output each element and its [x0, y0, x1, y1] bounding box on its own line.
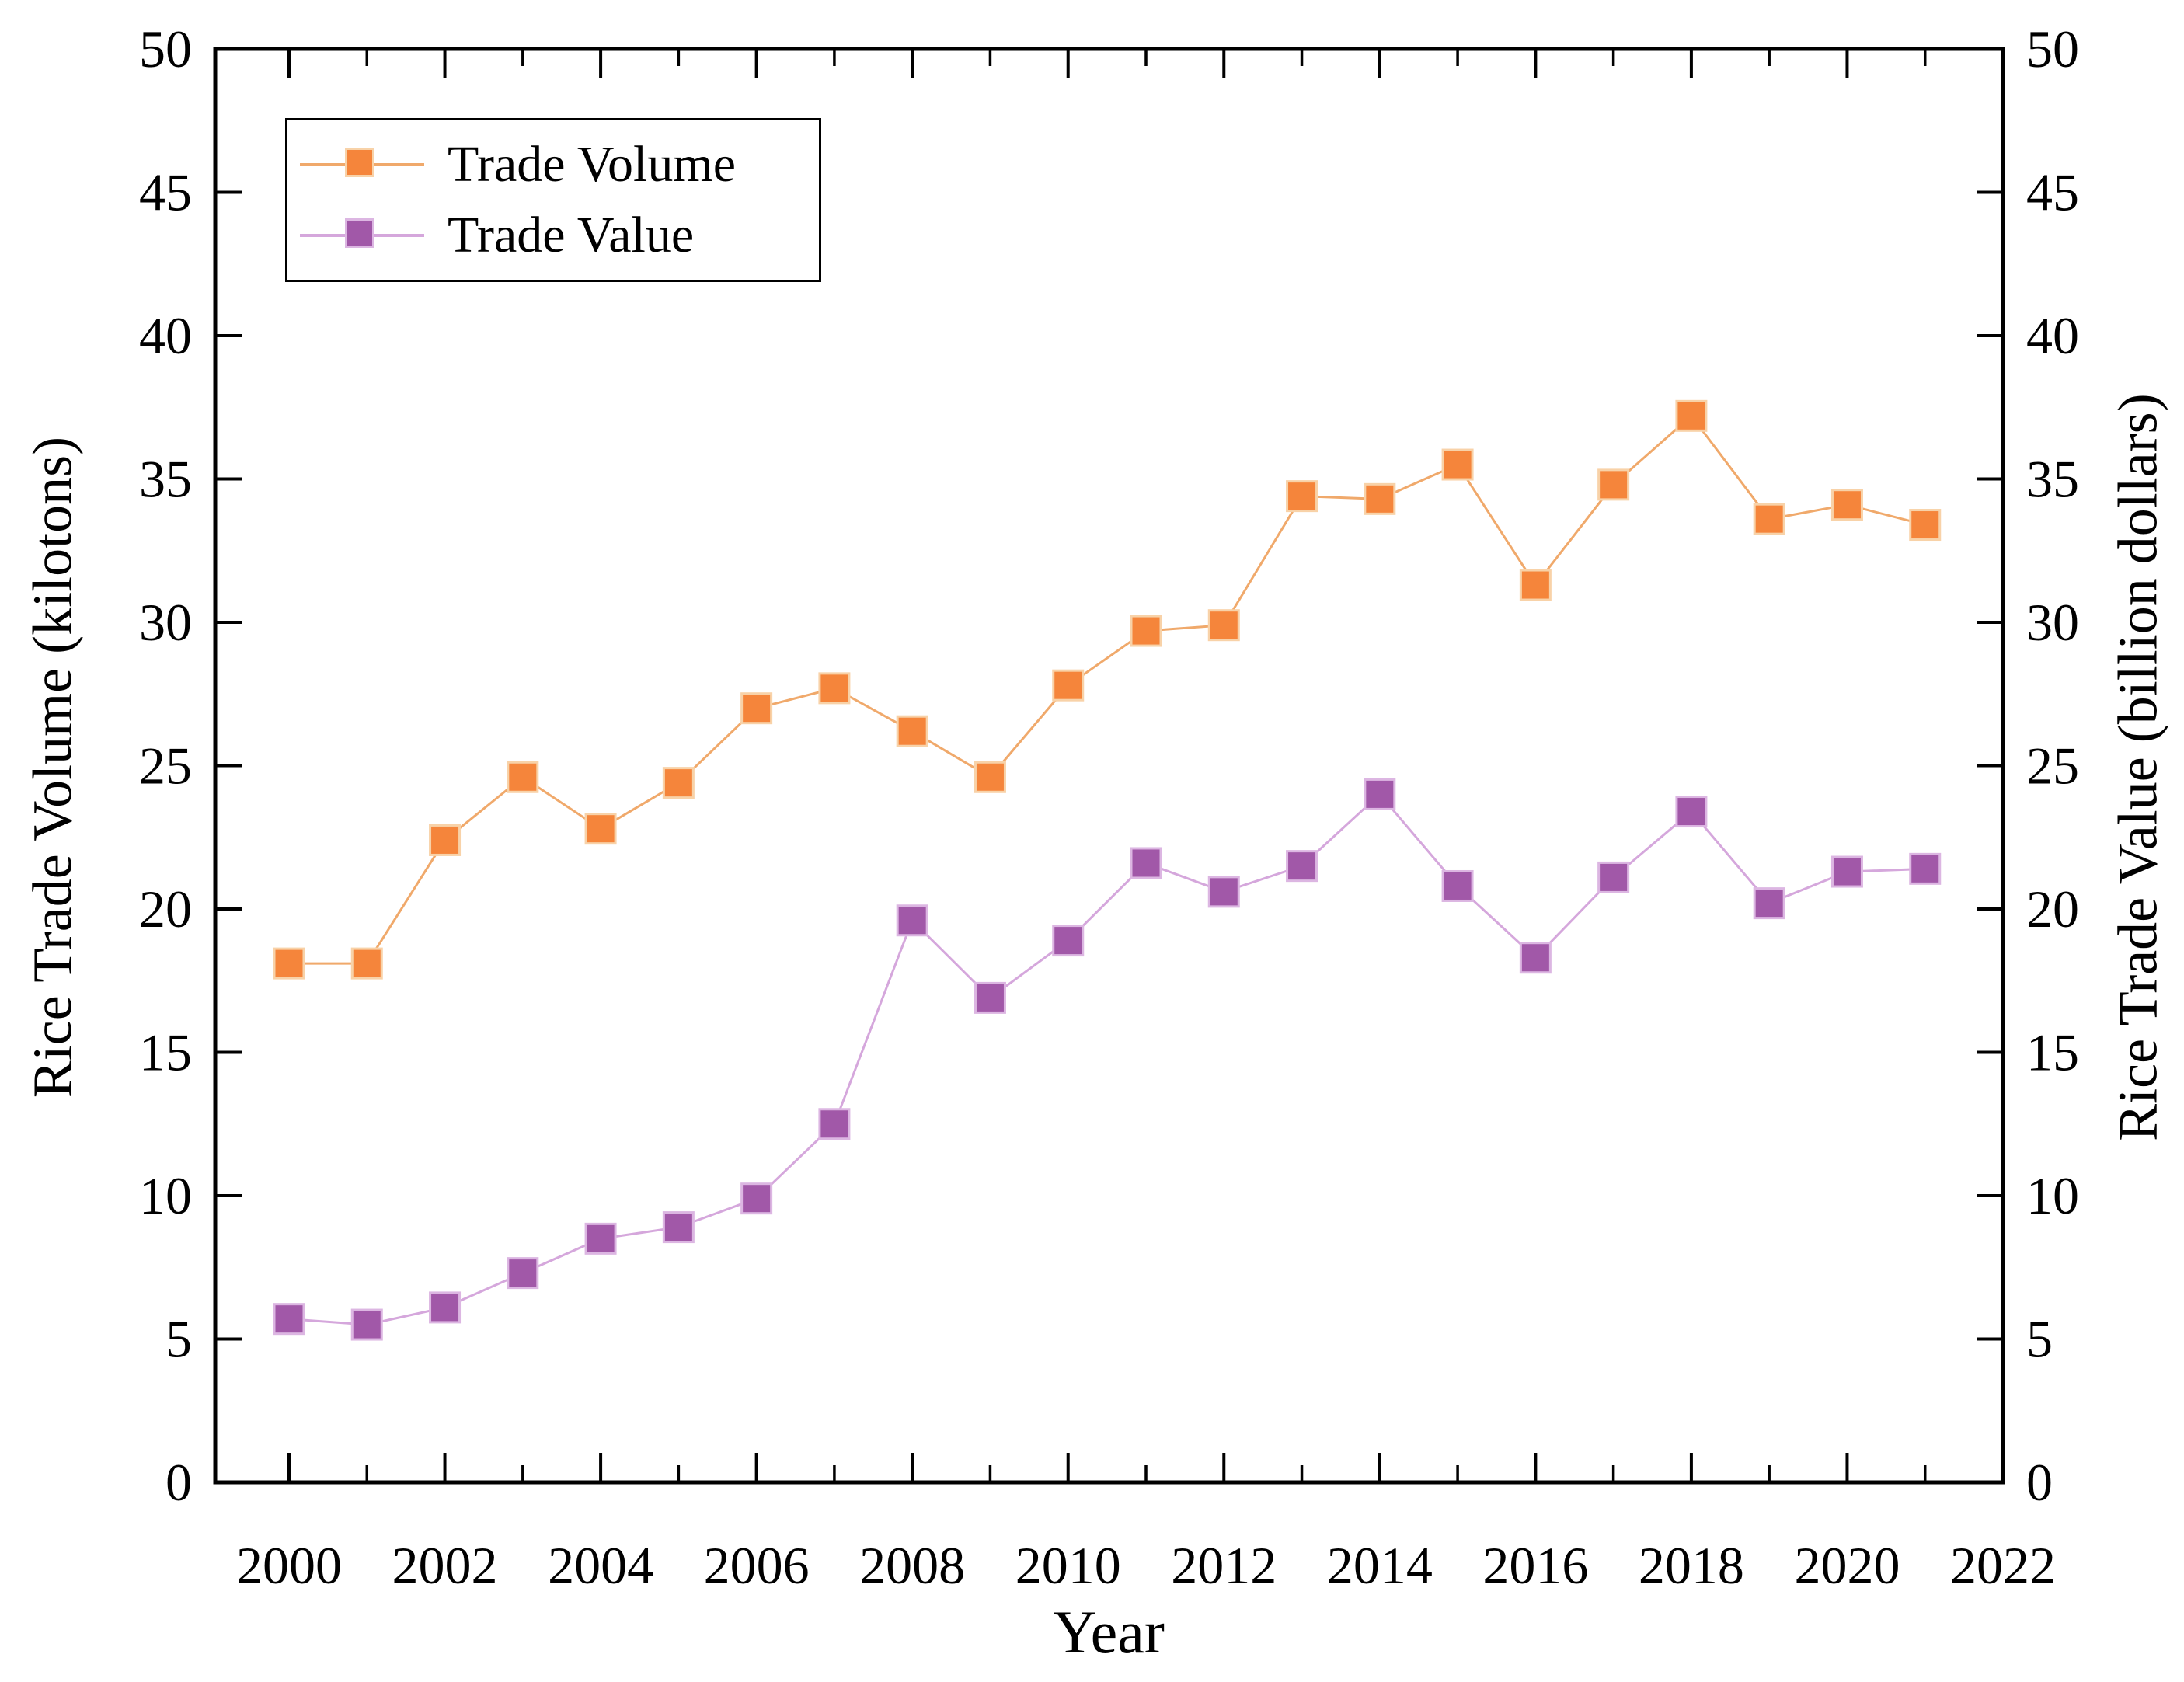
marker-trade-value-2009 [974, 981, 1006, 1014]
marker-trade-value-2000 [273, 1303, 305, 1336]
x-tick-label: 2020 [1794, 1536, 1900, 1595]
marker-trade-volume-2002 [429, 824, 462, 856]
marker-trade-volume-2017 [1597, 468, 1630, 501]
marker-trade-volume-2011 [1130, 615, 1162, 647]
left-y-tick-label: 35 [139, 450, 192, 509]
marker-trade-value-2004 [584, 1222, 617, 1255]
x-tick-label: 2006 [704, 1536, 810, 1595]
left-y-tick-label: 15 [139, 1023, 192, 1082]
legend: Trade Volume Trade Value [285, 118, 821, 282]
right-y-tick-label: 20 [2026, 879, 2079, 939]
marker-trade-value-2007 [818, 1108, 851, 1140]
x-tick-label: 2000 [236, 1536, 342, 1595]
right-y-tick-label: 30 [2026, 593, 2079, 652]
marker-trade-value-2005 [662, 1211, 695, 1244]
right-y-tick-label: 10 [2026, 1166, 2079, 1225]
x-tick-label: 2018 [1639, 1536, 1744, 1595]
legend-item-trade-volume: Trade Volume [300, 139, 819, 190]
marker-trade-value-2015 [1441, 869, 1474, 902]
right-y-axis-title: Rice Trade Value (billion dollars) [2106, 393, 2169, 1141]
marker-trade-volume-2008 [896, 715, 928, 747]
x-tick-label: 2002 [392, 1536, 498, 1595]
marker-trade-value-2003 [507, 1257, 539, 1290]
marker-trade-value-2008 [896, 904, 928, 937]
left-y-tick-label: 20 [139, 879, 192, 939]
marker-trade-value-2002 [429, 1291, 462, 1324]
marker-trade-volume-2012 [1207, 609, 1240, 642]
legend-item-trade-value: Trade Value [300, 206, 819, 263]
marker-trade-value-2012 [1207, 876, 1240, 908]
x-tick-label: 2012 [1171, 1536, 1277, 1595]
marker-trade-value-2006 [740, 1182, 773, 1215]
right-y-tick-label: 0 [2026, 1453, 2053, 1512]
left-y-tick-label: 0 [165, 1453, 192, 1512]
marker-trade-volume-2021 [1909, 509, 1942, 542]
marker-trade-value-2010 [1052, 925, 1085, 957]
left-y-tick-label: 40 [139, 306, 192, 365]
series-line-trade-volume [289, 414, 1926, 965]
x-tick-label: 2010 [1015, 1536, 1121, 1595]
marker-trade-value-2017 [1597, 861, 1630, 893]
right-y-tick-label: 50 [2026, 19, 2079, 78]
marker-trade-value-2020 [1830, 855, 1863, 888]
marker-trade-volume-2020 [1830, 489, 1863, 521]
marker-trade-volume-2015 [1441, 448, 1474, 481]
marker-trade-volume-2018 [1675, 399, 1708, 432]
marker-trade-value-2016 [1519, 942, 1552, 974]
series-line-trade-value [288, 792, 1925, 1326]
marker-trade-value-2001 [350, 1308, 383, 1341]
marker-trade-value-2021 [1909, 852, 1942, 885]
marker-trade-volume-2009 [974, 761, 1006, 793]
marker-trade-value-2013 [1286, 850, 1318, 883]
marker-trade-value-2014 [1364, 778, 1396, 810]
marker-trade-value-2018 [1675, 796, 1708, 828]
trade-value-swatch-icon [300, 217, 424, 254]
marker-trade-volume-2019 [1753, 503, 1785, 535]
x-tick-label: 2022 [1950, 1536, 2056, 1595]
plot-frame [213, 47, 2005, 1485]
marker-trade-volume-2004 [584, 813, 617, 845]
left-y-axis-title: Rice Trade Volume (kilotons) [21, 436, 84, 1099]
x-tick-label: 2008 [859, 1536, 965, 1595]
marker-trade-volume-2003 [507, 761, 539, 793]
left-y-tick-label: 45 [139, 163, 192, 222]
left-y-tick-label: 10 [139, 1166, 192, 1225]
marker-trade-volume-2001 [350, 947, 383, 980]
marker-trade-volume-2000 [273, 947, 305, 980]
right-y-tick-label: 45 [2026, 163, 2079, 222]
right-y-tick-label: 40 [2026, 306, 2079, 365]
right-y-tick-label: 15 [2026, 1023, 2079, 1082]
marker-trade-value-2011 [1130, 847, 1162, 879]
marker-trade-volume-2005 [662, 767, 695, 799]
legend-label-trade-volume: Trade Volume [448, 136, 736, 193]
x-axis-title: Year [1053, 1598, 1165, 1666]
marker-trade-volume-2006 [740, 692, 773, 725]
marker-trade-volume-2013 [1286, 480, 1318, 513]
marker-trade-volume-2016 [1519, 569, 1552, 601]
x-tick-label: 2014 [1327, 1536, 1433, 1595]
right-y-tick-label: 25 [2026, 737, 2079, 796]
marker-trade-volume-2007 [818, 672, 851, 705]
left-y-tick-label: 25 [139, 737, 192, 796]
x-tick-label: 2016 [1482, 1536, 1588, 1595]
left-y-tick-label: 50 [139, 19, 192, 78]
marker-trade-value-2019 [1753, 887, 1785, 920]
right-y-tick-label: 35 [2026, 450, 2079, 509]
marker-trade-volume-2014 [1364, 482, 1396, 515]
marker-trade-volume-2010 [1052, 669, 1085, 702]
right-y-tick-label: 5 [2026, 1310, 2053, 1369]
trade-volume-swatch-icon [300, 146, 424, 183]
left-y-tick-label: 30 [139, 593, 192, 652]
x-tick-label: 2004 [548, 1536, 653, 1595]
legend-label-trade-value: Trade Value [448, 206, 695, 263]
left-y-tick-label: 5 [165, 1310, 192, 1369]
